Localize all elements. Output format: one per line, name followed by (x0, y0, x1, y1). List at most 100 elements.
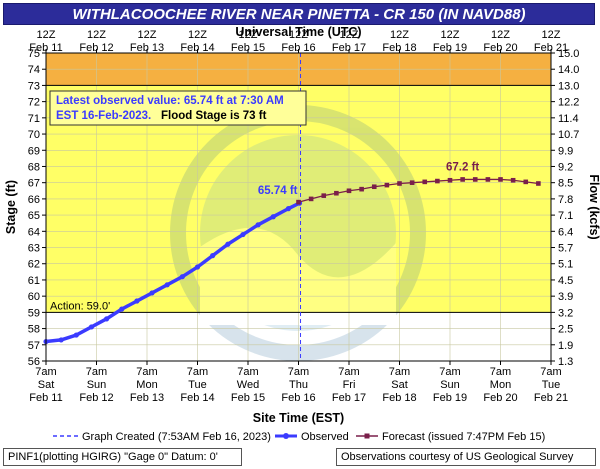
x-tick-label: Thu (289, 379, 308, 391)
x-top-tick-label: Feb 16 (281, 42, 315, 54)
x-tick-label: Feb 16 (281, 392, 315, 404)
x-top-tick-label: 12Z (542, 29, 561, 41)
y2-tick-label: 3.9 (558, 291, 573, 303)
latest-observation-box: Latest observed value: 65.74 ft at 7:30 … (49, 90, 307, 126)
observed-point (179, 274, 185, 280)
forecast-point (447, 177, 453, 183)
x-tick-label: Feb 15 (231, 392, 265, 404)
observed-point (134, 298, 140, 304)
y2-tick-label: 9.9 (558, 145, 573, 157)
y2-tick-label: 1.9 (558, 340, 573, 352)
x-tick-label: Feb 12 (79, 392, 113, 404)
forecast-point (371, 184, 377, 190)
x-tick-label: Feb 19 (433, 392, 467, 404)
x-top-tick-label: Feb 12 (79, 42, 113, 54)
x-tick-label: Tue (188, 379, 207, 391)
footer-observations-credit: Observations courtesy of US Geological S… (336, 448, 596, 466)
y-tick-label: 68 (28, 161, 40, 173)
x-tick-label: 7am (338, 366, 359, 378)
forecast-point (460, 177, 465, 182)
observed-point (164, 282, 170, 288)
x-tick-label: 7am (136, 366, 157, 378)
observed-point (270, 214, 276, 220)
legend-forecast-label: Forecast (issued 7:47PM Feb 15) (382, 431, 545, 443)
forecast-point (485, 177, 491, 182)
y-tick-label: 63 (28, 243, 40, 255)
hydrograph-chart: Action: 59.0' 65.74 ft 67.2 ft 56 57 58 59 60… (4, 25, 600, 443)
forecast-point (346, 188, 352, 194)
x-top-tick-label: 12Z (390, 29, 409, 41)
x-tick-label: Feb 20 (483, 392, 517, 404)
y2-tick-label: 13.0 (558, 80, 579, 92)
y-tick-label: 66 (28, 194, 40, 206)
x-top-tick-label: Feb 21 (534, 42, 568, 54)
observed-point (285, 206, 291, 212)
y-tick-label: 70 (28, 129, 40, 141)
observed-point (73, 332, 79, 338)
y2-tick-label: 1.3 (558, 356, 573, 368)
x-top-tick-label: 12Z (87, 29, 106, 41)
y2-tick-label: 7.8 (558, 194, 573, 206)
x-axis-title: Site Time (EST) (253, 411, 344, 425)
observed-point (104, 316, 110, 322)
x-tick-label: 7am (86, 366, 107, 378)
x-top-tick-label: Feb 19 (433, 42, 467, 54)
observed-point (194, 264, 201, 270)
observed-point (119, 306, 125, 312)
y-axis-title: Stage (ft) (4, 180, 18, 234)
y2-tick-label: 3.2 (558, 307, 573, 319)
y-tick-label: 67 (28, 178, 40, 190)
flood-stage-text: Flood Stage is 73 ft (161, 110, 267, 122)
x-tick-label: Feb 13 (130, 392, 164, 404)
x-tick-label: Sun (87, 379, 107, 391)
noaa-watermark-logo (170, 105, 426, 361)
chart-title: WITHLACOOCHEE RIVER NEAR PINETTA - CR 15… (3, 3, 595, 25)
y-tick-label: 60 (28, 291, 40, 303)
y2-tick-label: 9.2 (558, 161, 573, 173)
x-top-tick-label: Feb 20 (483, 42, 517, 54)
legend-created-label: Graph Created (7:53AM Feb 16, 2023) (82, 431, 271, 443)
x-top-tick-label: 12Z (289, 29, 308, 41)
x-tick-label: Feb 17 (332, 392, 366, 404)
forecast-point (409, 180, 415, 185)
x-top-tick-label: 12Z (138, 29, 157, 41)
y-tick-label: 62 (28, 259, 40, 271)
x-tick-label: 7am (237, 366, 258, 378)
y2-tick-label: 2.5 (558, 324, 573, 336)
observed-point (149, 290, 155, 296)
forecast-point (334, 190, 339, 196)
x-top-tick-label: 12Z (491, 29, 510, 41)
x-tick-label: Sat (391, 379, 408, 391)
x-top-tick-label: 12Z (188, 29, 207, 41)
x-top-tick-label: Feb 11 (29, 42, 62, 54)
forecast-point (359, 186, 364, 192)
top-axis-title: Universal Time (UTC) (235, 25, 361, 39)
x-tick-label: Sat (38, 379, 55, 391)
forecast-point (435, 178, 440, 184)
forecast-point (321, 193, 327, 198)
observed-point (210, 253, 216, 259)
y-tick-label: 72 (28, 97, 40, 109)
x-top-tick-label: 12Z (239, 29, 258, 41)
x-top-tick-label: 12Z (37, 29, 56, 41)
y-tick-label: 73 (28, 80, 40, 92)
y2-tick-label: 11.4 (558, 113, 579, 125)
y2-tick-label: 5.1 (558, 259, 573, 271)
x-tick-label: Mon (490, 379, 511, 391)
x-top-tick-label: Feb 18 (382, 42, 416, 54)
forecast-point (523, 179, 529, 185)
observed-series-line (45, 201, 301, 344)
y-tick-label: 75 (28, 48, 40, 60)
y2-tick-label: 14.0 (558, 64, 579, 76)
latest-observed-line1: Latest observed value: 65.74 ft at 7:30 … (56, 95, 284, 107)
x-tick-label: 7am (389, 366, 410, 378)
x-top-tick-label: Feb 17 (332, 42, 366, 54)
forecast-point (397, 181, 402, 186)
forecast-point (498, 177, 503, 182)
y-tick-label: 59 (28, 307, 40, 319)
x-tick-label: 7am (288, 366, 309, 378)
x-tick-label: 7am (187, 366, 208, 378)
y2-tick-label: 7.1 (558, 210, 573, 222)
y-tick-label: 56 (28, 356, 40, 368)
observed-point (225, 241, 231, 247)
